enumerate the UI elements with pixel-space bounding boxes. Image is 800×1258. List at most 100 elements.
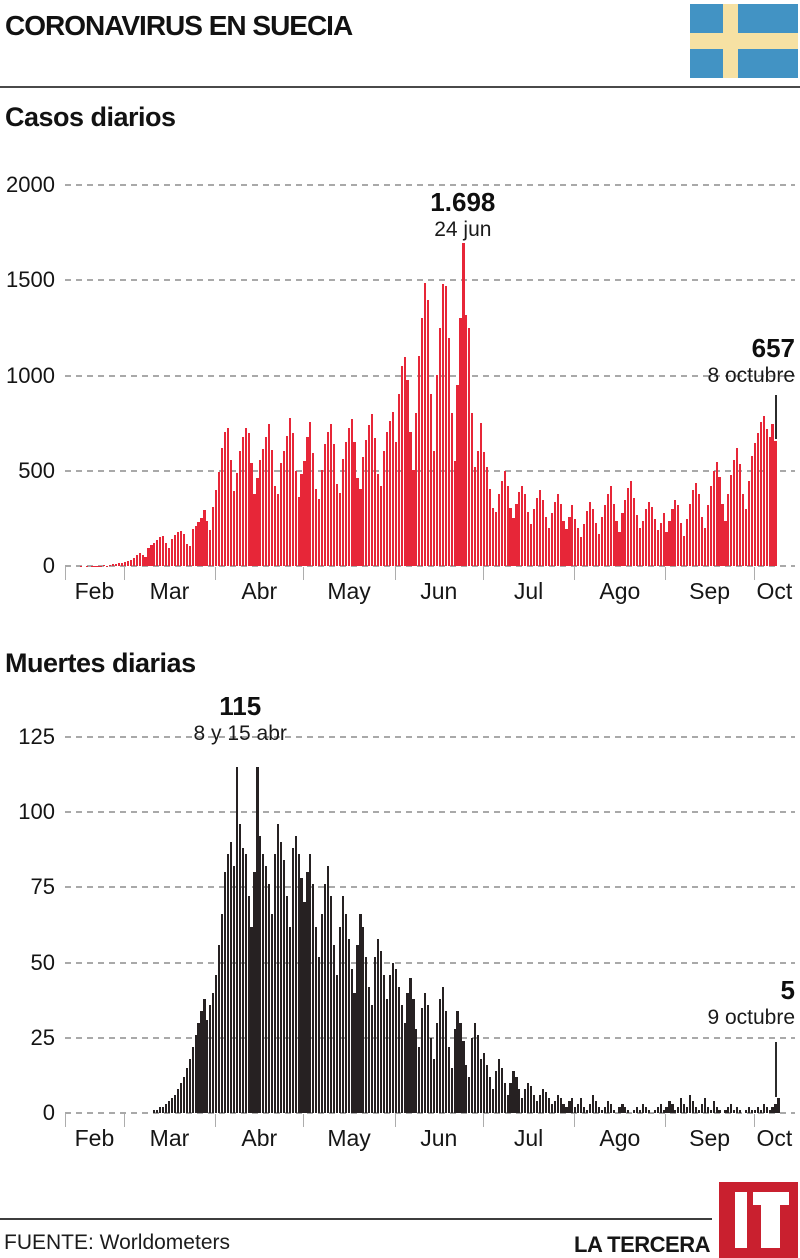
bar <box>594 1100 597 1113</box>
bar <box>691 490 695 566</box>
bar <box>553 1100 556 1113</box>
bar <box>485 467 489 566</box>
bar <box>132 557 135 566</box>
bar <box>653 1110 656 1113</box>
bar <box>624 499 627 566</box>
bar <box>209 1004 212 1113</box>
bar <box>203 509 206 566</box>
bar <box>633 497 636 566</box>
bar <box>550 513 553 566</box>
bar <box>650 507 653 566</box>
cases-last-annotation: 657 8 octubre <box>707 335 795 388</box>
bar <box>285 896 288 1113</box>
bar <box>424 282 427 566</box>
brand-name: LA TERCERA <box>574 1232 710 1257</box>
bar <box>335 974 338 1113</box>
bar <box>444 286 447 566</box>
sweden-flag-icon <box>690 4 798 78</box>
bar <box>162 1106 165 1113</box>
logo-letter-l <box>734 1191 747 1249</box>
bar <box>747 480 751 566</box>
bar <box>465 1064 468 1113</box>
bar <box>156 540 159 566</box>
bar <box>359 489 362 566</box>
bar <box>574 518 577 566</box>
bar <box>668 520 671 566</box>
bar <box>112 564 115 566</box>
gridline <box>65 811 795 814</box>
bar <box>150 545 153 566</box>
cases-x-axis: Feb Mar Abr May Jun Jul Ago Sep Oct <box>65 566 795 612</box>
month-tick <box>303 1114 305 1127</box>
bar <box>262 449 265 566</box>
bar <box>215 489 218 566</box>
bar <box>276 494 280 566</box>
bar <box>674 499 677 566</box>
bar <box>594 522 597 566</box>
bar <box>291 848 294 1113</box>
bar <box>462 242 465 566</box>
gridline <box>65 565 795 567</box>
bar <box>203 998 206 1113</box>
bar <box>488 1076 492 1113</box>
bar <box>609 1103 612 1113</box>
bar <box>309 421 312 566</box>
bar <box>697 494 701 566</box>
bar <box>324 884 327 1113</box>
bar <box>262 854 265 1113</box>
bar <box>235 767 238 1113</box>
bar <box>588 501 592 566</box>
bar <box>762 1103 765 1113</box>
bar <box>544 1091 547 1113</box>
bar <box>365 439 368 566</box>
bar <box>282 860 285 1113</box>
bar <box>344 441 347 566</box>
bar <box>206 1019 209 1113</box>
bar <box>306 436 309 566</box>
bar <box>535 497 539 566</box>
bar <box>294 836 297 1113</box>
bar <box>159 537 162 566</box>
bar <box>241 436 244 566</box>
gridline <box>65 374 795 377</box>
bar <box>412 998 415 1113</box>
bar <box>588 1103 592 1113</box>
bar <box>747 1106 751 1113</box>
bar <box>621 1103 624 1113</box>
bar <box>191 529 194 566</box>
bar <box>318 956 321 1113</box>
bar <box>226 427 230 566</box>
bar <box>421 317 424 566</box>
month-label: Feb <box>74 578 115 604</box>
month-tick <box>753 1114 755 1127</box>
month-tick <box>123 567 125 580</box>
month-tick <box>665 1114 667 1127</box>
bar <box>562 1103 565 1113</box>
bar <box>194 1034 197 1113</box>
bar <box>129 559 132 566</box>
bar <box>300 474 303 566</box>
bar <box>394 441 397 566</box>
bar <box>165 543 168 566</box>
bar <box>374 956 377 1113</box>
bar <box>624 1106 627 1113</box>
bar <box>647 501 650 566</box>
bar <box>120 562 124 566</box>
bar <box>538 1094 542 1113</box>
bar <box>515 1076 518 1113</box>
bar <box>347 938 350 1113</box>
bar <box>427 1004 430 1113</box>
bar <box>562 520 565 566</box>
bar <box>665 1106 668 1113</box>
bar <box>288 418 291 566</box>
bar <box>306 872 309 1113</box>
bar <box>241 848 244 1113</box>
bar <box>571 505 574 566</box>
bar <box>762 415 765 566</box>
y-axis-label: 1000 <box>6 362 55 388</box>
bar <box>471 413 474 566</box>
page-title: CORONAVIRUS EN SUECIA <box>5 10 353 41</box>
bar <box>368 424 371 566</box>
bar <box>712 1100 715 1113</box>
bar <box>159 1106 162 1113</box>
